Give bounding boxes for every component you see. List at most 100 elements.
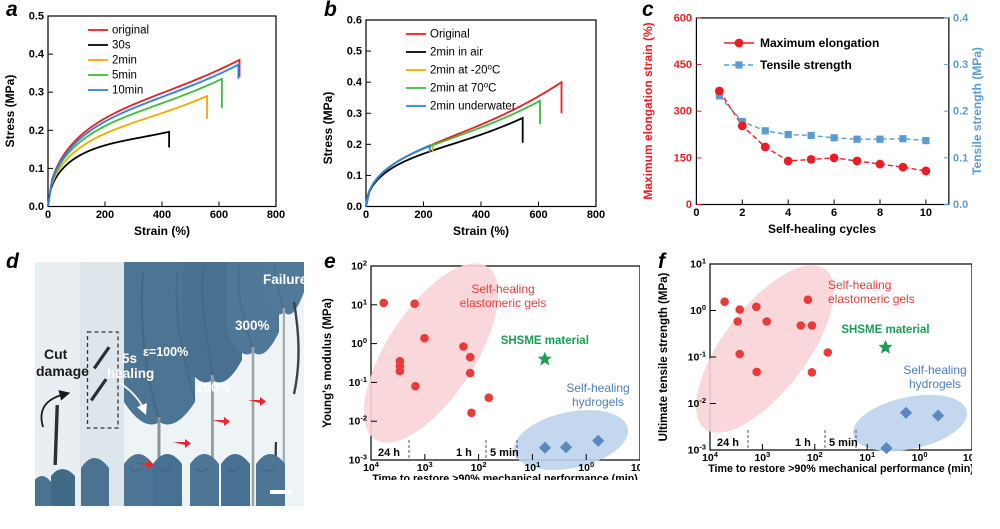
svg-text:Self-healing: Self-healing	[903, 363, 966, 377]
svg-text:Maximum elongation strain (%): Maximum elongation strain (%)	[641, 22, 655, 199]
svg-text:101: 101	[351, 297, 367, 312]
svg-text:0.3: 0.3	[953, 59, 968, 71]
svg-text:450: 450	[674, 59, 692, 71]
svg-text:Tensile strength (MPa): Tensile strength (MPa)	[970, 47, 984, 175]
svg-text:10: 10	[920, 207, 932, 219]
svg-text:100: 100	[578, 460, 594, 475]
svg-text:100: 100	[912, 450, 928, 465]
svg-text:0.0: 0.0	[29, 201, 44, 213]
svg-text:101: 101	[859, 450, 875, 465]
svg-text:10-1: 10-1	[349, 374, 367, 389]
svg-text:10-1: 10-1	[631, 460, 640, 475]
svg-text:Stress (MPa): Stress (MPa)	[321, 92, 335, 165]
svg-text:5 min: 5 min	[490, 447, 519, 459]
svg-text:1 h: 1 h	[795, 437, 811, 449]
svg-text:800: 800	[587, 209, 605, 221]
svg-text:Self-healing: Self-healing	[471, 282, 534, 296]
svg-text:Tensile strength: Tensile strength	[760, 58, 852, 72]
svg-text:Self-healing: Self-healing	[828, 278, 891, 292]
svg-text:30s: 30s	[112, 40, 131, 52]
svg-text:400: 400	[153, 209, 171, 221]
svg-text:150: 150	[674, 152, 692, 164]
svg-text:hydrogels: hydrogels	[909, 377, 961, 391]
svg-text:100: 100	[690, 303, 706, 318]
svg-text:0.4: 0.4	[953, 13, 969, 25]
svg-text:Original: Original	[430, 29, 470, 41]
svg-text:Stress (MPa): Stress (MPa)	[3, 75, 17, 148]
svg-text:104: 104	[702, 450, 719, 465]
svg-text:5 min: 5 min	[829, 437, 858, 449]
svg-text:0.2: 0.2	[953, 106, 968, 118]
svg-text:elastomeric gels: elastomeric gels	[460, 296, 547, 310]
svg-text:102: 102	[351, 258, 367, 273]
svg-text:24 h: 24 h	[378, 447, 400, 459]
svg-text:4: 4	[785, 207, 792, 219]
svg-text:24 h: 24 h	[717, 437, 739, 449]
svg-text:0.0: 0.0	[953, 199, 968, 211]
svg-text:0.3: 0.3	[29, 87, 44, 99]
svg-text:10-1: 10-1	[963, 450, 972, 465]
svg-text:2min at -20oC: 2min at -20oC	[430, 62, 500, 77]
svg-text:6: 6	[831, 207, 837, 219]
svg-text:0.3: 0.3	[347, 108, 362, 120]
svg-text:300: 300	[674, 106, 692, 118]
svg-text:101: 101	[524, 460, 540, 475]
svg-text:200: 200	[96, 209, 114, 221]
svg-text:SHSME material: SHSME material	[841, 324, 929, 336]
svg-text:2min: 2min	[112, 55, 137, 67]
svg-text:400: 400	[472, 209, 490, 221]
svg-text:elastomeric gels: elastomeric gels	[828, 292, 915, 306]
svg-text:0.2: 0.2	[347, 139, 362, 151]
svg-text:101: 101	[690, 256, 706, 271]
svg-text:Maximum elongation: Maximum elongation	[760, 36, 879, 50]
svg-text:600: 600	[674, 13, 692, 25]
svg-text:103: 103	[417, 460, 433, 475]
svg-text:Ultimate tensile strength (MPa: Ultimate tensile strength (MPa)	[658, 272, 670, 441]
svg-text:2min underwater: 2min underwater	[430, 101, 516, 113]
svg-text:0.6: 0.6	[347, 15, 362, 27]
svg-text:ε=100%: ε=100%	[143, 345, 188, 359]
svg-text:0: 0	[693, 207, 699, 219]
svg-text:Time to restore >90% mechanica: Time to restore >90% mechanical performa…	[372, 473, 638, 480]
svg-text:0.5: 0.5	[29, 11, 44, 23]
svg-text:300%: 300%	[235, 318, 270, 333]
svg-text:Time to restore >90% mechanica: Time to restore >90% mechanical performa…	[708, 463, 972, 475]
svg-text:10min: 10min	[112, 85, 143, 97]
svg-text:1 h: 1 h	[456, 447, 472, 459]
svg-text:0.0: 0.0	[347, 201, 362, 213]
svg-text:0.5: 0.5	[347, 46, 362, 58]
svg-text:10-2: 10-2	[349, 413, 367, 428]
svg-text:8: 8	[877, 207, 883, 219]
svg-text:Self-healing: Self-healing	[566, 381, 629, 395]
svg-text:0: 0	[686, 199, 692, 211]
svg-text:100: 100	[351, 336, 367, 351]
svg-text:0: 0	[45, 209, 51, 221]
svg-text:800: 800	[267, 209, 285, 221]
svg-text:0: 0	[363, 209, 369, 221]
svg-text:Self-healing cycles: Self-healing cycles	[768, 222, 876, 236]
svg-text:SHSME material: SHSME material	[501, 335, 589, 347]
svg-text:102: 102	[471, 460, 487, 475]
svg-text:2min in air: 2min in air	[430, 47, 483, 59]
svg-text:0.4: 0.4	[347, 77, 363, 89]
svg-text:5s: 5s	[122, 351, 137, 366]
svg-text:Young's modulus (MPa): Young's modulus (MPa)	[322, 298, 334, 428]
svg-text:200%: 200%	[196, 380, 231, 395]
svg-text:0.1: 0.1	[347, 170, 362, 182]
svg-text:200: 200	[414, 209, 432, 221]
svg-text:5min: 5min	[112, 70, 137, 82]
svg-text:Failure: Failure	[263, 272, 304, 287]
svg-text:0.2: 0.2	[29, 125, 44, 137]
svg-text:Strain (%): Strain (%)	[453, 224, 509, 238]
svg-text:600: 600	[210, 209, 228, 221]
svg-text:10-1: 10-1	[688, 349, 706, 364]
svg-text:0.4: 0.4	[29, 49, 45, 61]
svg-text:0.1: 0.1	[953, 152, 968, 164]
svg-text:0.1: 0.1	[29, 163, 44, 175]
svg-text:hydrogels: hydrogels	[572, 395, 624, 409]
svg-text:104: 104	[363, 460, 380, 475]
svg-text:healing: healing	[107, 366, 154, 381]
svg-text:original: original	[112, 25, 149, 37]
svg-text:2min at 70oC: 2min at 70oC	[430, 80, 496, 95]
svg-text:damage: damage	[36, 363, 89, 379]
